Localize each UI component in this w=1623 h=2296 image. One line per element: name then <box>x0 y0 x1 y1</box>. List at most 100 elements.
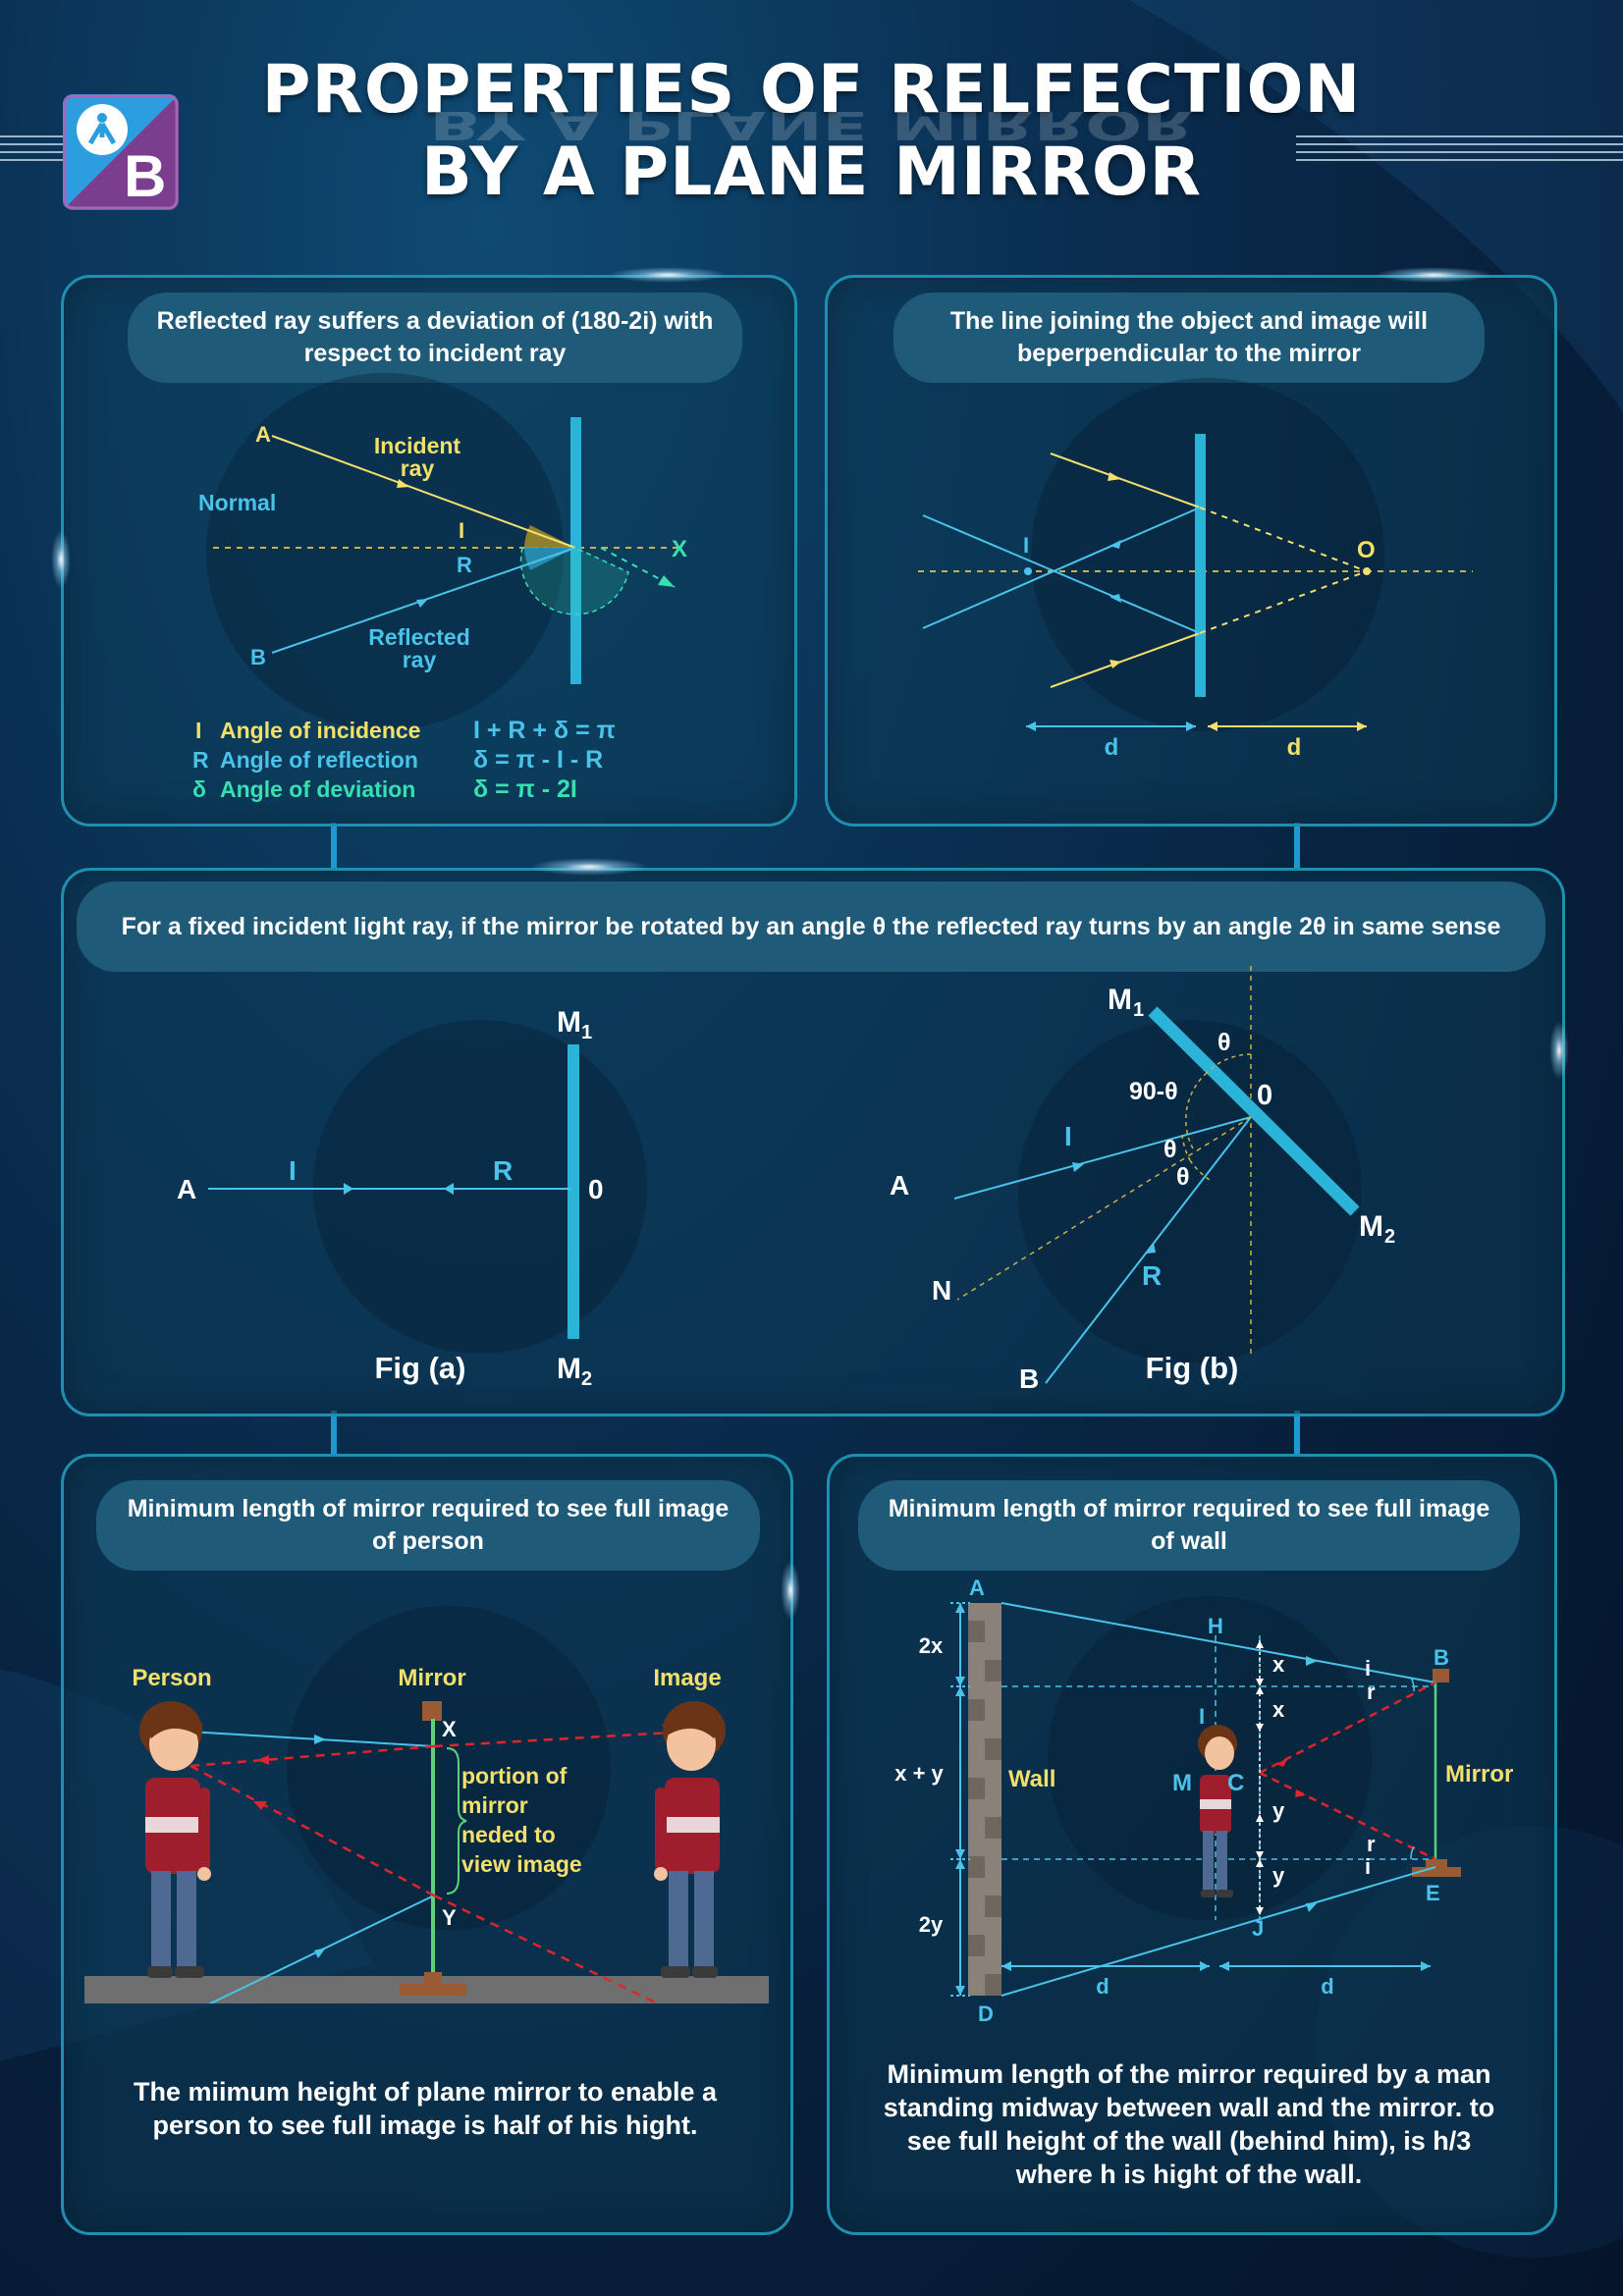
label-reflected-2: ray <box>403 647 437 672</box>
fig-b-label-m2: M <box>1359 1210 1383 1243</box>
legend-sym-delta: δ <box>192 776 206 802</box>
fig-b-label-theta-1: θ <box>1163 1136 1177 1163</box>
title-line-1: PROPERTIES OF RELFECTION <box>261 51 1362 129</box>
fig-b-label-m1-sub: 1 <box>1133 999 1144 1021</box>
label-d2-wall: d <box>1321 1974 1333 1999</box>
page-title: PROPERTIES OF RELFECTION BY A PLANE MIRR… <box>0 49 1623 214</box>
connector-3 <box>331 1411 337 1454</box>
panel-person-mirror-caption: The miimum height of plane mirror to ena… <box>133 2077 718 2140</box>
flare-5 <box>1549 1021 1569 1080</box>
equation-3: δ = π - 2I <box>473 775 577 803</box>
panel-wall-mirror-caption: Minimum length of the mirror required by… <box>883 2059 1495 2189</box>
connector-1 <box>331 823 337 868</box>
fig-b-label-a: A <box>890 1170 909 1201</box>
fig-a-label-m1-sub: 1 <box>581 1022 592 1043</box>
legend-sym-r: R <box>192 747 209 773</box>
label-incident-2: ray <box>401 455 435 481</box>
label-mirror-wall: Mirror <box>1445 1761 1513 1788</box>
legend-text-i: Angle of incidence <box>220 718 420 743</box>
fig-b-label-m1: M <box>1108 984 1132 1016</box>
panel-wall-mirror-heading: Minimum length of mirror required to see… <box>858 1480 1520 1571</box>
legend-sym-i: I <box>195 718 201 743</box>
title-reflection: BY A PLANE MIRROR <box>0 112 1623 147</box>
image-figure-icon <box>654 1701 726 1978</box>
label-x-plus-y: x + y <box>894 1761 944 1786</box>
label-portion-3: neded to <box>461 1822 556 1847</box>
flare-1 <box>609 267 727 283</box>
man-figure-icon <box>1198 1725 1237 1897</box>
fig-a-label-m2-sub: 2 <box>581 1368 592 1390</box>
label-j-wall: J <box>1252 1916 1264 1941</box>
label-portion-1: portion of <box>461 1763 568 1789</box>
label-i: I <box>459 518 464 543</box>
fig-b-label-i: I <box>1064 1121 1072 1151</box>
connector-4 <box>1294 1411 1300 1454</box>
flare-3 <box>530 858 648 876</box>
legend-text-delta: Angle of deviation <box>220 776 415 802</box>
fig-b-label-r: R <box>1142 1260 1162 1291</box>
label-i-top: i <box>1365 1656 1371 1681</box>
label-y1-wall: y <box>1272 1798 1285 1823</box>
brand-logo-icon: B <box>63 94 179 210</box>
label-i-wall: I <box>1199 1704 1205 1729</box>
header-lines-right <box>1296 135 1623 161</box>
label-r: R <box>457 553 472 577</box>
label-reflected-1: Reflected <box>368 624 470 650</box>
label-r-top: r <box>1367 1680 1376 1704</box>
person-mirror-diagram: Person Mirror Image X Y portion of mirro… <box>84 1606 769 2003</box>
perpendicular-diagram: I O d d <box>918 378 1473 761</box>
label-a-wall: A <box>969 1575 985 1600</box>
fig-a-label-m1: M <box>557 1006 581 1039</box>
label-portion-2: mirror <box>461 1792 528 1818</box>
label-d-right: d <box>1287 734 1302 761</box>
person-figure-icon <box>139 1701 211 1978</box>
fig-b-label-theta-2: θ <box>1176 1163 1190 1191</box>
title-reflection-text: BY A PLANE MIRROR <box>429 112 1194 147</box>
panel-deviation-heading: Reflected ray suffers a deviation of (18… <box>128 293 742 383</box>
label-d-left: d <box>1105 734 1119 761</box>
fig-b-caption: Fig (b) <box>1146 1351 1239 1385</box>
panel-person-mirror-heading: Minimum length of mirror required to see… <box>96 1480 760 1571</box>
fig-a-label-i: I <box>289 1155 297 1186</box>
label-normal: Normal <box>198 490 276 515</box>
label-r-bot: r <box>1367 1832 1376 1856</box>
label-x1-wall: x <box>1272 1652 1285 1677</box>
label-incident-1: Incident <box>374 433 461 458</box>
label-d-wall: D <box>978 2002 994 2023</box>
label-wall: Wall <box>1008 1766 1055 1792</box>
label-2x: 2x <box>919 1633 944 1658</box>
flare-6 <box>781 1561 800 1620</box>
equation-2: δ = π - I - R <box>473 746 603 774</box>
label-o-object: O <box>1357 537 1376 563</box>
label-x: X <box>672 536 687 562</box>
fig-a-label-o: 0 <box>588 1174 604 1204</box>
wall-mirror-diagram: 2x x + y 2y Wall Mirror A D B E <box>894 1575 1513 2023</box>
label-person: Person <box>132 1665 211 1691</box>
label-a: A <box>255 422 271 447</box>
label-i-image: I <box>1023 533 1029 558</box>
label-y-point: Y <box>442 1905 457 1930</box>
fig-b-label-theta-top: θ <box>1217 1029 1231 1056</box>
title-line-2: BY A PLANE MIRROR <box>420 133 1202 211</box>
label-x2-wall: x <box>1272 1697 1285 1722</box>
fig-a-label-m2: M <box>557 1353 581 1385</box>
label-y2-wall: y <box>1272 1863 1285 1888</box>
fig-b-label-b: B <box>1019 1363 1039 1394</box>
fig-a-label-r: R <box>493 1155 513 1186</box>
label-x-point: X <box>442 1717 457 1741</box>
panel-perpendicular-heading: The line joining the object and image wi… <box>893 293 1485 383</box>
fig-a-caption: Fig (a) <box>375 1351 466 1385</box>
label-mirror: Mirror <box>398 1665 465 1691</box>
connector-2 <box>1294 823 1300 868</box>
label-2y: 2y <box>919 1912 944 1937</box>
rotation-diagram: A I R 0 M 1 M 2 Fig (a) M 1 M 2 θ 90-θ 0… <box>177 966 1395 1394</box>
label-m-wall: M <box>1172 1770 1192 1796</box>
label-image: Image <box>653 1665 721 1691</box>
legend-text-r: Angle of reflection <box>220 747 418 773</box>
equation-1: I + R + δ = π <box>473 717 616 744</box>
label-c-wall: C <box>1227 1770 1244 1796</box>
label-d1-wall: d <box>1096 1974 1109 1999</box>
svg-text:B: B <box>124 143 166 209</box>
label-b: B <box>250 645 266 669</box>
label-i-bot: i <box>1365 1854 1371 1879</box>
